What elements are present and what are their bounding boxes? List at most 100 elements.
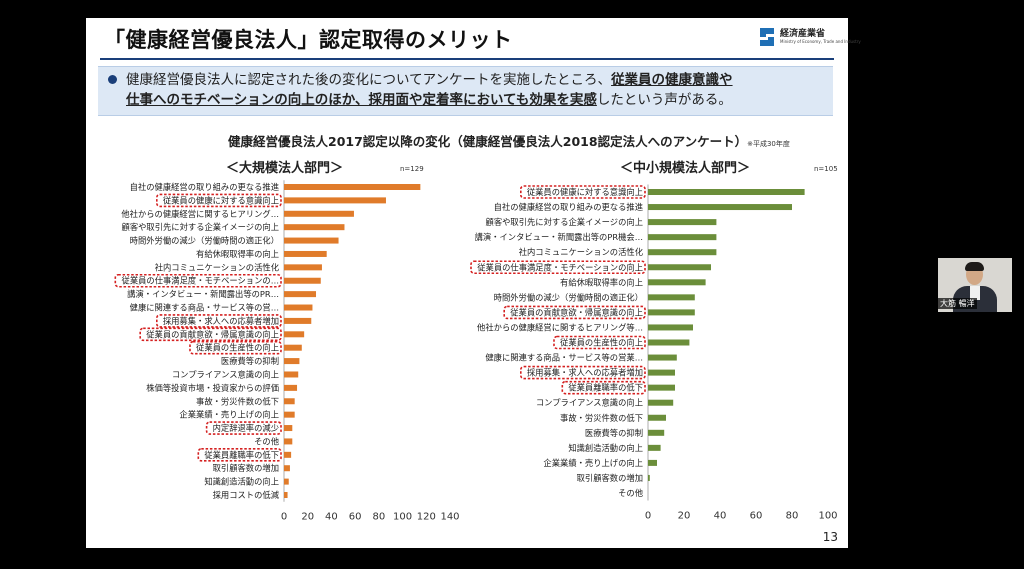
category-label: 事故・労災件数の低下 xyxy=(196,396,279,406)
sme-bar-chart: 従業員の健康に対する意識向上自社の健康経営の取り組みの更なる推進顧客や取引先に対… xyxy=(470,184,838,522)
category-label: 時間外労働の減少（労働時間の適正化） xyxy=(494,292,643,302)
x-tick-label: 100 xyxy=(818,511,837,522)
logo-subtext: Ministry of Economy, Trade and Industry xyxy=(780,39,861,44)
category-label: 他社からの健康経営に関するヒアリング… xyxy=(121,209,279,219)
x-tick-label: 60 xyxy=(750,511,763,522)
category-label: 事故・労災件数の低下 xyxy=(560,413,643,423)
bar xyxy=(648,219,717,226)
bar xyxy=(648,339,690,346)
summary-text: 健康経営優良法人に認定された後の変化についてアンケートを実施したところ、従業員の… xyxy=(126,70,826,110)
category-label: 企業業績・売り上げの向上 xyxy=(179,410,279,420)
category-label: 従業員の貢献意欲・帰属意識の向上 xyxy=(510,307,643,317)
highlight-box xyxy=(519,365,646,380)
bar xyxy=(284,224,345,231)
category-label: 顧客や取引先に対する企業イメージの向上 xyxy=(122,222,279,232)
slide-title: 「健康経営優良法人」認定取得のメリット xyxy=(104,28,513,52)
bar xyxy=(284,250,327,257)
category-label: 他社からの健康経営に関するヒアリング等… xyxy=(477,322,643,332)
x-tick-label: 120 xyxy=(417,512,436,523)
category-label: 企業業績・売り上げの向上 xyxy=(543,458,643,468)
large-enterprise-bar-chart: 自社の健康経営の取り組みの更なる推進従業員の健康に対する意識向上他社からの健康経… xyxy=(114,180,460,523)
x-tick-label: 20 xyxy=(301,512,314,523)
bar xyxy=(648,399,674,406)
category-label: 従業員離職率の低下 xyxy=(568,383,643,393)
bar xyxy=(648,309,695,316)
bar xyxy=(284,451,292,458)
summary-bold-1: 従業員の健康意識や xyxy=(611,72,733,88)
category-label: 講演・インタビュー・新聞露出等のPR… xyxy=(127,289,279,299)
category-label: 従業員の生産性の向上 xyxy=(560,338,643,348)
category-label: 有給休暇取得率の向上 xyxy=(560,277,643,287)
bar xyxy=(284,237,339,244)
bar xyxy=(284,264,322,271)
category-label: 内定辞退率の減少 xyxy=(213,423,279,433)
presenter-name: 大筋 暢洋 xyxy=(938,298,977,309)
bar xyxy=(284,277,321,284)
small-n-label: n=105 xyxy=(814,165,838,173)
summary-callout: 健康経営優良法人に認定された後の変化についてアンケートを実施したところ、従業員の… xyxy=(98,66,833,116)
x-tick-label: 140 xyxy=(440,512,459,523)
category-label: 講演・インタビュー・新聞露出等のPR機会… xyxy=(475,232,643,242)
bar xyxy=(648,234,717,241)
category-label: 顧客や取引先に対する企業イメージの向上 xyxy=(486,217,643,227)
bar xyxy=(284,331,305,338)
bar xyxy=(648,204,792,211)
bar xyxy=(284,291,317,298)
category-label: コンプライアンス意識の向上 xyxy=(172,369,279,379)
bar xyxy=(648,369,675,376)
category-label: 株価等投資市場・投資家からの評価 xyxy=(146,383,279,393)
category-label: 知識創造活動の向上 xyxy=(568,443,643,453)
bar xyxy=(284,478,289,485)
category-label: 医療費等の抑制 xyxy=(221,356,279,366)
bar xyxy=(648,249,717,256)
category-label: 社内コミュニケーションの活性化 xyxy=(155,262,279,272)
bar xyxy=(648,279,706,286)
meti-logo: 経済産業省 Ministry of Economy, Trade and Ind… xyxy=(758,24,861,52)
x-tick-label: 60 xyxy=(349,512,362,523)
bar xyxy=(284,184,421,190)
x-tick-label: 40 xyxy=(714,511,727,522)
chart-note: ※平成30年度 xyxy=(747,140,790,148)
bar xyxy=(284,197,386,204)
small-panel-title: ＜中小規模法人部門＞ xyxy=(620,161,751,176)
logo-text: 経済産業省 xyxy=(780,29,826,39)
highlight-box xyxy=(197,448,282,462)
category-label: 有給休暇取得率の向上 xyxy=(196,249,279,259)
bar xyxy=(648,324,693,331)
bar xyxy=(284,317,312,324)
category-label: 自社の健康経営の取り組みの更なる推進 xyxy=(130,182,280,192)
highlight-box xyxy=(503,305,646,320)
bar xyxy=(284,358,300,365)
x-tick-label: 80 xyxy=(786,511,799,522)
category-label: 従業員の健康に対する意識向上 xyxy=(527,187,643,197)
bar xyxy=(284,371,299,378)
category-label: その他 xyxy=(254,436,279,446)
x-tick-label: 40 xyxy=(325,512,338,523)
bar xyxy=(284,304,313,311)
highlight-box xyxy=(189,340,282,355)
category-label: 健康に関連する商品・サービス等の営業… xyxy=(485,353,643,363)
bar xyxy=(284,425,293,432)
category-label: 知識創造活動の向上 xyxy=(204,477,279,487)
bar xyxy=(648,189,805,195)
presenter-hair xyxy=(965,262,984,271)
x-tick-label: 0 xyxy=(281,512,287,523)
category-label: 健康に関連する商品・サービス等の営… xyxy=(130,303,279,313)
highlight-box xyxy=(470,260,646,275)
bar xyxy=(284,210,354,217)
meti-logo-icon xyxy=(760,28,774,46)
category-label: 従業員の健康に対する意識向上 xyxy=(163,195,279,205)
chart-title: 健康経営優良法人2017認定以降の変化（健康経営優良法人2018認定法人へのアン… xyxy=(228,131,790,150)
x-tick-label: 20 xyxy=(678,511,691,522)
presenter-collar xyxy=(970,286,980,300)
page-number: 13 xyxy=(822,530,838,544)
category-label: 採用募集・求人への応募者増加 xyxy=(163,316,279,326)
highlight-box xyxy=(156,193,282,208)
bar xyxy=(648,474,650,481)
bar xyxy=(284,411,295,418)
bar xyxy=(648,444,661,451)
bar xyxy=(284,384,298,391)
category-label: 採用募集・求人への応募者増加 xyxy=(527,368,643,378)
highlight-box xyxy=(519,185,646,199)
category-label: 医療費等の抑制 xyxy=(585,428,643,438)
